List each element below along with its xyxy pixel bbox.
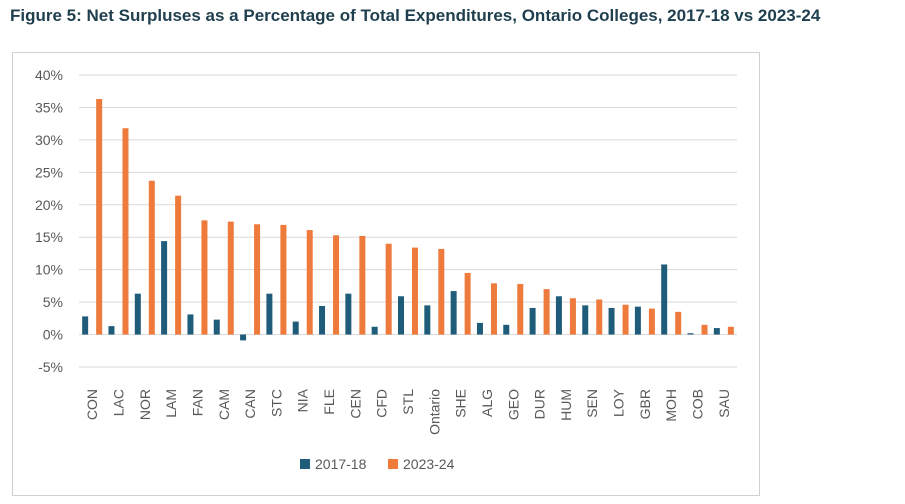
x-tick-label: STC [268, 389, 284, 417]
bar-2023-24 [543, 289, 550, 335]
x-tick-label: NIA [295, 388, 311, 412]
legend-swatch [300, 459, 310, 469]
bar-2023-24 [675, 311, 682, 335]
x-tick-label: HUM [558, 389, 574, 421]
bar-2017-18 [634, 306, 641, 335]
x-tick-label: LOY [611, 388, 627, 417]
bar-2023-24 [648, 308, 655, 335]
bar-2017-18 [582, 305, 589, 335]
x-tick-label: SAU [716, 389, 732, 418]
bar-2023-24 [201, 220, 208, 335]
bar-2017-18 [187, 314, 194, 335]
bar-2017-18 [319, 306, 326, 335]
bar-2017-18 [503, 324, 510, 335]
x-tick-label: COB [690, 389, 706, 419]
x-tick-label: Ontario [426, 389, 442, 435]
bar-2023-24 [359, 235, 366, 335]
bar-2023-24 [464, 272, 471, 335]
bar-2017-18 [213, 319, 220, 335]
y-tick-label: 40% [35, 67, 63, 83]
legend-label: 2017-18 [315, 456, 367, 472]
bar-2023-24 [96, 99, 103, 335]
x-tick-label: SHE [453, 389, 469, 418]
bar-2017-18 [424, 305, 431, 335]
x-tick-label: ALG [479, 389, 495, 417]
bar-2017-18 [398, 296, 404, 335]
y-tick-label: 0% [43, 327, 63, 343]
x-tick-label: CAM [216, 389, 232, 420]
bar-2023-24 [385, 243, 392, 335]
y-tick-label: 10% [35, 262, 63, 278]
x-tick-label: DUR [532, 389, 548, 419]
bar-2017-18 [240, 334, 247, 341]
legend-swatch [388, 459, 398, 469]
bar-2017-18 [555, 296, 562, 335]
x-tick-label: FLE [321, 389, 337, 415]
bar-2017-18 [371, 326, 378, 335]
bar-2023-24 [490, 283, 497, 335]
bar-2023-24 [280, 224, 287, 335]
bar-2023-24 [622, 304, 629, 335]
bar-2017-18 [82, 316, 89, 335]
bar-2017-18 [713, 328, 720, 335]
bar-2023-24 [701, 324, 708, 335]
bar-2017-18 [450, 291, 457, 335]
bar-2017-18 [292, 321, 299, 335]
figure-title: Figure 5: Net Surpluses as a Percentage … [10, 6, 821, 25]
x-tick-label: CON [84, 389, 100, 420]
y-tick-label: 15% [35, 229, 63, 245]
bar-2023-24 [596, 299, 603, 335]
y-tick-label: 25% [35, 164, 63, 180]
bar-2023-24 [569, 298, 576, 335]
bar-2023-24 [306, 230, 313, 335]
x-tick-label: GBR [637, 389, 653, 419]
x-tick-label: FAN [189, 389, 205, 416]
x-tick-label: STL [400, 389, 416, 415]
bar-chart: -5% 0% 5% 10% 15% 20% 25% 30% 35% 40% CON LAC NOR LAM… [35, 67, 737, 472]
x-tick-label: LAM [163, 389, 179, 418]
bar-2023-24 [438, 248, 445, 335]
y-tick-label: -5% [38, 359, 63, 375]
bar-2023-24 [254, 224, 261, 335]
chart-container: -5% 0% 5% 10% 15% 20% 25% 30% 35% 40% CON LAC NOR LAM… [12, 52, 760, 496]
y-tick-label: 20% [35, 197, 63, 213]
bar-2023-24 [148, 180, 155, 335]
bar-2017-18 [161, 241, 168, 335]
bar-2017-18 [687, 333, 694, 335]
x-tick-label: CFD [374, 389, 390, 418]
bar-2017-18 [608, 307, 615, 335]
bar-2023-24 [333, 235, 340, 335]
bar-2017-18 [134, 293, 141, 335]
x-tick-label: LAC [110, 389, 126, 416]
y-tick-label: 35% [35, 99, 63, 115]
y-tick-label: 30% [35, 132, 63, 148]
x-tick-label: CAN [242, 389, 258, 419]
bar-2017-18 [108, 326, 115, 335]
x-tick-label: NOR [137, 389, 153, 420]
x-tick-label: CEN [347, 389, 363, 419]
bar-2017-18 [266, 293, 273, 335]
bar-2023-24 [175, 195, 182, 335]
bar-2023-24 [122, 128, 129, 335]
bar-2017-18 [661, 264, 668, 335]
legend-label: 2023-24 [403, 456, 455, 472]
x-tick-label: SEN [584, 389, 600, 418]
bar-2023-24 [517, 283, 524, 335]
bar-2017-18 [476, 322, 483, 335]
bar-2023-24 [412, 247, 418, 335]
bar-2023-24 [227, 221, 234, 335]
x-tick-label: MOH [663, 389, 679, 422]
x-tick-label: GEO [505, 389, 521, 420]
bar-2023-24 [727, 326, 734, 335]
bar-2017-18 [345, 293, 352, 335]
y-tick-label: 5% [43, 294, 63, 310]
bar-2017-18 [529, 307, 536, 335]
